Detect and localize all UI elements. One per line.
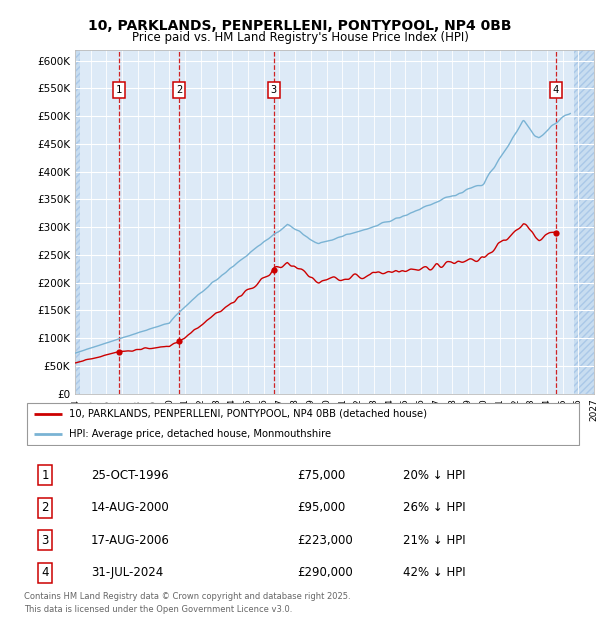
Text: £75,000: £75,000 [298,469,346,482]
Text: 21% ↓ HPI: 21% ↓ HPI [403,534,466,547]
Text: 1: 1 [41,469,49,482]
Text: 4: 4 [41,567,49,580]
Text: 10, PARKLANDS, PENPERLLENI, PONTYPOOL, NP4 0BB (detached house): 10, PARKLANDS, PENPERLLENI, PONTYPOOL, N… [68,409,427,419]
Text: £223,000: £223,000 [298,534,353,547]
Text: 3: 3 [41,534,49,547]
Text: 14-AUG-2000: 14-AUG-2000 [91,502,170,515]
Text: Price paid vs. HM Land Registry's House Price Index (HPI): Price paid vs. HM Land Registry's House … [131,31,469,44]
Text: 2: 2 [176,85,182,95]
Text: 26% ↓ HPI: 26% ↓ HPI [403,502,466,515]
FancyBboxPatch shape [27,403,579,445]
Text: 42% ↓ HPI: 42% ↓ HPI [403,567,466,580]
Text: 1: 1 [116,85,122,95]
Bar [75,50,80,394]
Text: 2: 2 [41,502,49,515]
Text: 3: 3 [271,85,277,95]
Text: 25-OCT-1996: 25-OCT-1996 [91,469,169,482]
Text: 31-JUL-2024: 31-JUL-2024 [91,567,163,580]
Bar [574,50,594,394]
Text: £95,000: £95,000 [298,502,346,515]
Text: 17-AUG-2006: 17-AUG-2006 [91,534,170,547]
Text: HPI: Average price, detached house, Monmouthshire: HPI: Average price, detached house, Monm… [68,429,331,440]
Text: 20% ↓ HPI: 20% ↓ HPI [403,469,466,482]
Text: £290,000: £290,000 [298,567,353,580]
Text: Contains HM Land Registry data © Crown copyright and database right 2025.
This d: Contains HM Land Registry data © Crown c… [24,592,350,614]
Text: 10, PARKLANDS, PENPERLLENI, PONTYPOOL, NP4 0BB: 10, PARKLANDS, PENPERLLENI, PONTYPOOL, N… [88,19,512,33]
Text: 4: 4 [553,85,559,95]
